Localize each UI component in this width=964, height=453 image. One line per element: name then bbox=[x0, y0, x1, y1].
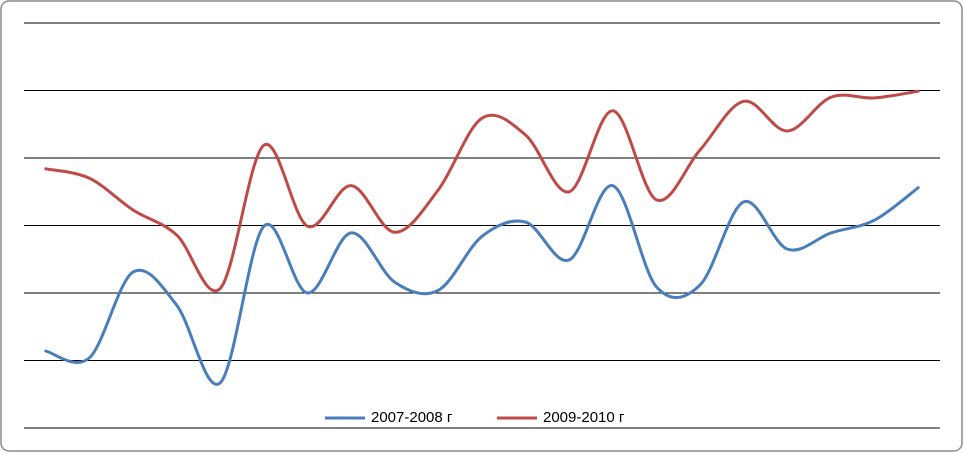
legend-label: 2009-2010 г bbox=[543, 409, 625, 426]
series-line bbox=[44, 89, 920, 293]
legend-label: 2007-2008 г bbox=[371, 409, 453, 426]
series-line bbox=[44, 184, 920, 386]
